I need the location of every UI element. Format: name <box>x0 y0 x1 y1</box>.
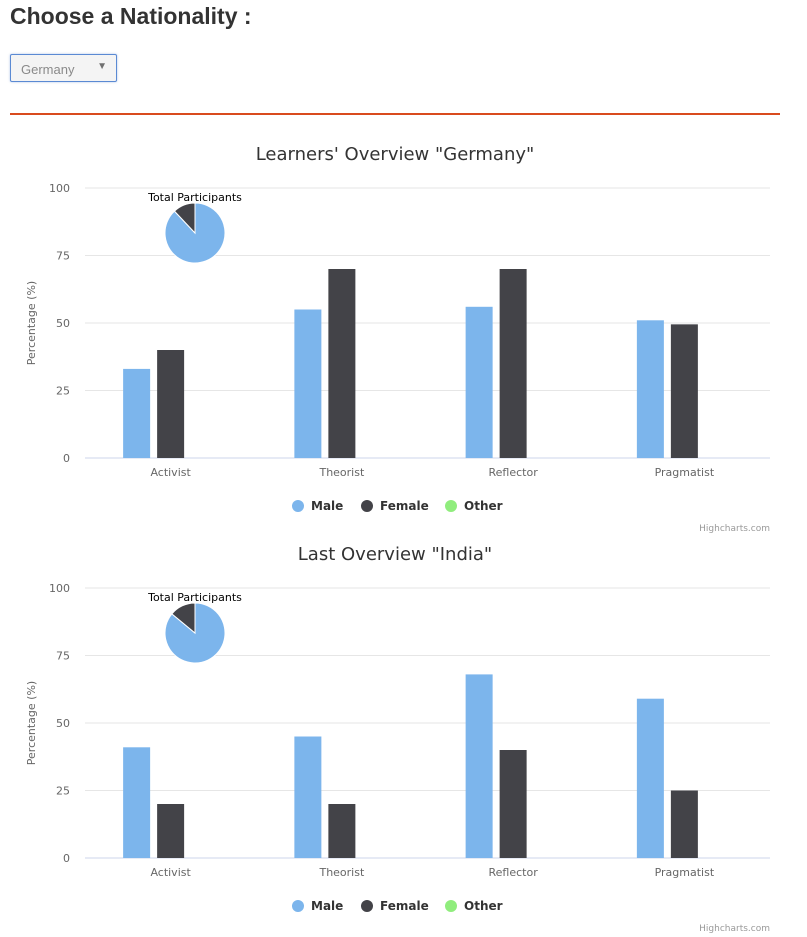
legend-marker-female <box>361 900 373 912</box>
x-tick-label: Activist <box>150 866 191 879</box>
y-axis-title: Percentage (%) <box>25 681 38 765</box>
section-divider <box>10 113 780 115</box>
chart-credits[interactable]: Highcharts.com <box>699 524 770 534</box>
pie-title: Total Participants <box>147 191 242 204</box>
y-tick-label: 25 <box>56 385 70 398</box>
legend-item-female[interactable]: Female <box>380 499 429 513</box>
legend-item-other[interactable]: Other <box>464 899 503 913</box>
chart-title: Last Overview "India" <box>298 544 492 565</box>
x-tick-label: Pragmatist <box>655 466 715 479</box>
bar-female[interactable] <box>157 350 185 458</box>
legend-item-other[interactable]: Other <box>464 499 503 513</box>
legend-item-male[interactable]: Male <box>311 499 343 513</box>
y-tick-label: 50 <box>56 717 70 730</box>
bar-female[interactable] <box>670 790 698 859</box>
nationality-select[interactable]: Germany ▼ <box>10 54 117 82</box>
legend-marker-male <box>292 500 304 512</box>
bar-male[interactable] <box>465 674 493 858</box>
x-tick-label: Theorist <box>318 866 364 879</box>
last-overview-chart: Last Overview "India" 0 25 50 75 100 Percentag… <box>0 537 787 937</box>
chart-svg: Last Overview "India" 0 25 50 75 100 Percentag… <box>25 544 770 934</box>
legend-marker-female <box>361 500 373 512</box>
page-title: Choose a Nationality : <box>10 3 252 29</box>
x-tick-label: Theorist <box>318 466 364 479</box>
bar-male[interactable] <box>636 698 664 858</box>
chevron-down-icon: ▼ <box>97 61 107 72</box>
y-tick-label: 75 <box>56 250 70 263</box>
legend-item-male[interactable]: Male <box>311 899 343 913</box>
legend-item-female[interactable]: Female <box>380 899 429 913</box>
bar-male[interactable] <box>123 368 151 458</box>
bar-male[interactable] <box>636 320 664 458</box>
pie-slice-female[interactable] <box>173 202 196 235</box>
y-tick-label: 100 <box>49 582 70 595</box>
bar-female[interactable] <box>157 804 185 858</box>
x-tick-label: Reflector <box>489 866 539 879</box>
learners-overview-chart: Learners' Overview "Germany" 0 25 50 75 100 Pe… <box>0 137 787 537</box>
y-tick-label: 0 <box>63 452 70 465</box>
y-tick-label: 75 <box>56 650 70 663</box>
y-axis-title: Percentage (%) <box>25 281 38 365</box>
pie-slice-female[interactable] <box>171 602 196 635</box>
legend-marker-male <box>292 900 304 912</box>
bar-female[interactable] <box>499 750 527 858</box>
y-tick-label: 25 <box>56 785 70 798</box>
y-tick-label: 100 <box>49 182 70 195</box>
x-tick-label: Pragmatist <box>655 866 715 879</box>
bar-male[interactable] <box>294 309 322 459</box>
chart-svg: Learners' Overview "Germany" 0 25 50 75 100 Pe… <box>25 144 770 534</box>
legend-marker-other <box>445 500 457 512</box>
bar-female[interactable] <box>328 804 356 858</box>
bar-male[interactable] <box>123 747 151 858</box>
y-tick-label: 0 <box>63 852 70 865</box>
x-tick-label: Activist <box>150 466 191 479</box>
nationality-select-value: Germany <box>21 62 75 77</box>
bar-female[interactable] <box>328 269 356 458</box>
bar-female[interactable] <box>499 269 527 458</box>
y-tick-label: 50 <box>56 317 70 330</box>
bar-female[interactable] <box>670 324 698 458</box>
bar-male[interactable] <box>294 736 322 859</box>
pie-title: Total Participants <box>147 591 242 604</box>
chart-credits[interactable]: Highcharts.com <box>699 924 770 934</box>
legend-marker-other <box>445 900 457 912</box>
chart-title: Learners' Overview "Germany" <box>256 144 535 165</box>
x-tick-label: Reflector <box>489 466 539 479</box>
bar-male[interactable] <box>465 306 493 458</box>
